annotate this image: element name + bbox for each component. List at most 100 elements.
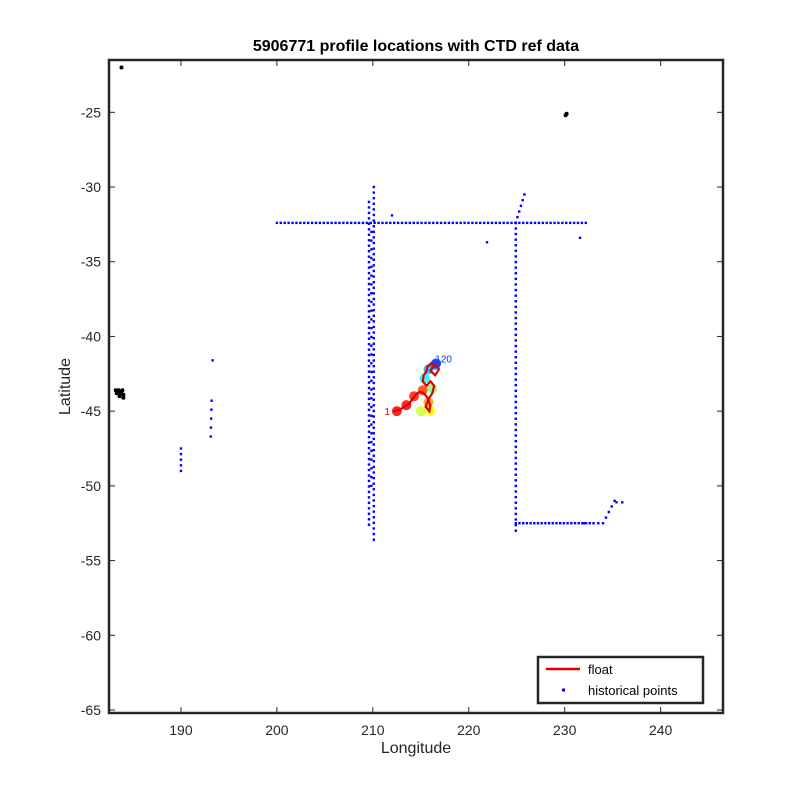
historical-point bbox=[367, 321, 371, 324]
historical-point bbox=[514, 294, 517, 297]
historical-point bbox=[518, 522, 521, 525]
y-tick-label: -60 bbox=[81, 627, 101, 643]
historical-point bbox=[514, 490, 517, 493]
historical-point bbox=[372, 264, 375, 267]
historical-point bbox=[367, 260, 371, 264]
historical-point bbox=[318, 221, 322, 225]
historical-point bbox=[479, 221, 482, 225]
historical-point bbox=[514, 260, 517, 264]
historical-point bbox=[370, 458, 373, 461]
historical-point bbox=[370, 309, 373, 312]
historical-point bbox=[370, 405, 373, 409]
historical-point bbox=[367, 501, 371, 505]
historical-point bbox=[372, 269, 375, 273]
historical-point bbox=[367, 457, 371, 461]
historical-point bbox=[416, 221, 419, 225]
historical-point bbox=[367, 332, 371, 335]
historical-point bbox=[367, 271, 371, 275]
float-end-label: 120 bbox=[435, 354, 452, 365]
historical-point bbox=[372, 376, 375, 379]
historical-point bbox=[370, 326, 373, 330]
historical-point bbox=[566, 522, 569, 525]
historical-point bbox=[514, 495, 517, 499]
historical-point bbox=[451, 221, 455, 225]
historical-point bbox=[518, 221, 521, 225]
historical-point bbox=[494, 221, 498, 225]
historical-point bbox=[370, 353, 373, 356]
historical-point bbox=[372, 219, 375, 222]
chart-title: 5906771 profile locations with CTD ref d… bbox=[253, 38, 579, 55]
historical-point bbox=[367, 228, 371, 231]
historical-point bbox=[521, 198, 524, 202]
historical-point bbox=[372, 370, 375, 373]
historical-point bbox=[353, 221, 357, 225]
historical-point bbox=[372, 224, 375, 228]
historical-point bbox=[514, 232, 517, 236]
historical-point bbox=[467, 221, 470, 225]
historical-point bbox=[367, 200, 371, 204]
historical-point bbox=[372, 448, 375, 452]
historical-point bbox=[580, 221, 584, 225]
historical-point bbox=[209, 417, 213, 420]
historical-point bbox=[519, 204, 523, 208]
historical-point bbox=[533, 221, 537, 225]
historical-point bbox=[367, 337, 371, 340]
historical-point bbox=[514, 445, 517, 448]
historical-point bbox=[370, 300, 373, 304]
historical-point bbox=[428, 221, 431, 225]
historical-point bbox=[179, 469, 183, 473]
historical-point bbox=[372, 488, 375, 491]
historical-point bbox=[372, 247, 375, 250]
historical-point bbox=[514, 227, 517, 230]
legend-box bbox=[536, 655, 705, 705]
historical-point bbox=[303, 221, 306, 225]
historical-point bbox=[367, 244, 371, 247]
historical-point bbox=[514, 383, 517, 387]
historical-point bbox=[367, 403, 371, 406]
historical-point bbox=[372, 348, 375, 351]
historical-point bbox=[367, 414, 371, 417]
historical-point bbox=[367, 496, 371, 499]
historical-point bbox=[514, 473, 517, 476]
y-tick-label: -25 bbox=[81, 104, 101, 120]
historical-point bbox=[463, 221, 466, 225]
historical-point bbox=[516, 215, 519, 219]
historical-point bbox=[601, 522, 605, 525]
historical-point bbox=[367, 425, 371, 428]
historical-point bbox=[367, 370, 371, 373]
historical-point bbox=[367, 463, 371, 466]
historical-point bbox=[372, 280, 375, 284]
historical-point bbox=[408, 221, 412, 225]
historical-point bbox=[514, 428, 517, 432]
historical-point bbox=[372, 258, 375, 261]
historical-point bbox=[514, 288, 517, 292]
historical-point bbox=[370, 230, 373, 234]
coastline-point bbox=[121, 395, 126, 400]
historical-point bbox=[367, 381, 371, 384]
historical-point bbox=[514, 529, 517, 532]
historical-point bbox=[385, 221, 388, 225]
historical-point bbox=[370, 362, 373, 365]
historical-point bbox=[370, 397, 373, 400]
historical-point bbox=[514, 344, 517, 348]
historical-point bbox=[367, 359, 371, 362]
historical-point bbox=[370, 248, 373, 251]
historical-point bbox=[551, 522, 554, 525]
historical-point bbox=[529, 522, 532, 525]
historical-point bbox=[514, 244, 517, 247]
historical-point bbox=[514, 316, 517, 320]
historical-point bbox=[514, 283, 517, 286]
historical-point bbox=[514, 523, 517, 527]
historical-point bbox=[322, 221, 326, 225]
historical-point bbox=[372, 208, 375, 211]
historical-point bbox=[367, 342, 371, 346]
x-tick-label: 220 bbox=[457, 722, 481, 738]
historical-point bbox=[381, 221, 384, 225]
historical-point bbox=[367, 386, 371, 390]
historical-point bbox=[209, 426, 213, 429]
historical-point bbox=[372, 213, 375, 217]
historical-point bbox=[584, 522, 588, 525]
historical-point bbox=[310, 221, 314, 225]
historical-point bbox=[334, 221, 337, 225]
